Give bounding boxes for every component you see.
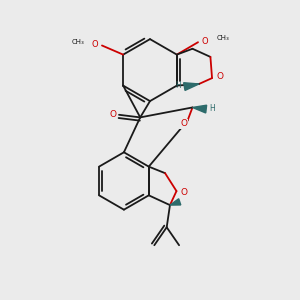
Polygon shape [170, 199, 181, 205]
Text: CH₃: CH₃ [72, 39, 84, 45]
Text: H: H [209, 104, 215, 113]
Text: O: O [202, 37, 208, 46]
Text: O: O [110, 110, 117, 118]
Text: O: O [180, 188, 187, 196]
Text: CH₃: CH₃ [217, 35, 230, 41]
Polygon shape [193, 105, 207, 113]
Text: O: O [180, 119, 187, 128]
Text: O: O [92, 40, 98, 49]
Text: H: H [176, 81, 181, 90]
Polygon shape [184, 83, 199, 90]
Text: O: O [217, 72, 224, 81]
